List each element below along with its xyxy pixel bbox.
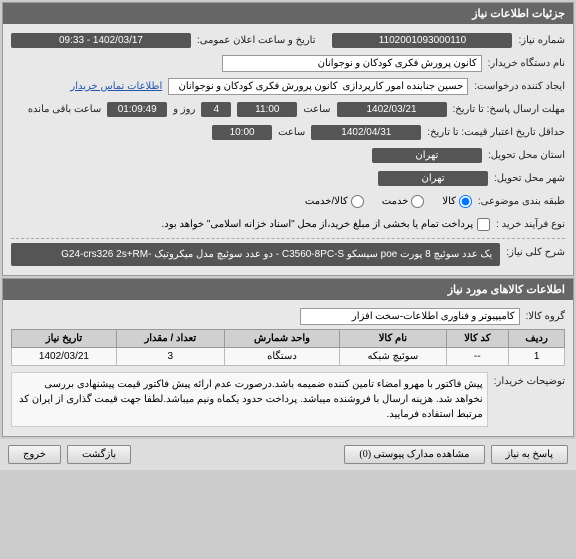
panel-body: شماره نیاز: 1102001093000110 تاریخ و ساع… bbox=[3, 24, 573, 275]
process-checkbox-row: پرداخت تمام یا بخشی از مبلغ خرید،از محل … bbox=[162, 218, 491, 231]
contact-link[interactable]: اطلاعات تماس خریدار bbox=[70, 81, 162, 92]
cell-idx: 1 bbox=[509, 348, 565, 366]
process-checkbox-label: پرداخت تمام یا بخشی از مبلغ خرید،از محل … bbox=[162, 219, 474, 230]
table-header-row: ردیف کد کالا نام کالا واحد شمارش تعداد /… bbox=[12, 330, 565, 348]
panel-title: جزئیات اطلاعات نیاز bbox=[3, 3, 573, 24]
deadline-time-label: ساعت bbox=[303, 104, 330, 115]
request-no-label: شماره نیاز: bbox=[518, 35, 565, 46]
validity-time-label: ساعت bbox=[278, 127, 305, 138]
validity-label: حداقل تاریخ اعتبار قیمت: تا تاریخ: bbox=[427, 127, 565, 138]
category-radio-group: کالا خدمت کالا/خدمت bbox=[305, 195, 472, 208]
group-input bbox=[300, 308, 520, 325]
cell-qty: 3 bbox=[116, 348, 224, 366]
items-panel-title: اطلاعات کالاهای مورد نیاز bbox=[3, 279, 573, 300]
details-panel: جزئیات اطلاعات نیاز شماره نیاز: 11020010… bbox=[2, 2, 574, 276]
group-label: گروه کالا: bbox=[526, 311, 565, 322]
radio-goods-label: کالا bbox=[442, 196, 456, 207]
items-table: ردیف کد کالا نام کالا واحد شمارش تعداد /… bbox=[11, 329, 565, 366]
province-value: تهران bbox=[372, 148, 482, 163]
col-row: ردیف bbox=[509, 330, 565, 348]
request-no-value: 1102001093000110 bbox=[332, 33, 512, 48]
items-panel: اطلاعات کالاهای مورد نیاز گروه کالا: ردی… bbox=[2, 278, 574, 437]
validity-time: 10:00 bbox=[212, 125, 272, 140]
note-box: پیش فاکتور با مهرو امضاء تامین کننده ضمی… bbox=[11, 372, 488, 427]
announce-label: تاریخ و ساعت اعلان عمومی: bbox=[197, 35, 316, 46]
cell-code: -- bbox=[446, 348, 509, 366]
radio-service-label: خدمت bbox=[382, 196, 409, 207]
creator-label: ایجاد کننده درخواست: bbox=[474, 81, 565, 92]
footer-buttons: پاسخ به نیاز مشاهده مدارک پیوستی (0) باز… bbox=[0, 439, 576, 470]
col-unit: واحد شمارش bbox=[224, 330, 340, 348]
buyer-org-input bbox=[222, 55, 482, 72]
col-name: نام کالا bbox=[340, 330, 446, 348]
col-code: کد کالا bbox=[446, 330, 509, 348]
remain-label: ساعت باقی مانده bbox=[28, 104, 101, 115]
province-label: استان محل تحویل: bbox=[488, 150, 565, 161]
table-row[interactable]: 1 -- سوئیچ شبکه دستگاه 3 1402/03/21 bbox=[12, 348, 565, 366]
cell-date: 1402/03/21 bbox=[12, 348, 117, 366]
buyer-org-label: نام دستگاه خریدار: bbox=[488, 58, 565, 69]
radio-goods-service-input[interactable] bbox=[351, 195, 364, 208]
deadline-date: 1402/03/21 bbox=[337, 102, 447, 117]
respond-button[interactable]: پاسخ به نیاز bbox=[491, 445, 569, 464]
col-date: تاریخ نیاز bbox=[12, 330, 117, 348]
radio-goods-service-label: کالا/خدمت bbox=[305, 196, 348, 207]
days-label: روز و bbox=[173, 104, 195, 115]
deadline-time: 11:00 bbox=[237, 102, 297, 117]
validity-date: 1402/04/31 bbox=[311, 125, 421, 140]
city-label: شهر محل تحویل: bbox=[494, 173, 565, 184]
summary-label: شرح کلی نیاز: bbox=[506, 243, 565, 258]
back-button[interactable]: بازگشت bbox=[67, 445, 131, 464]
process-label: نوع فرآیند خرید : bbox=[496, 219, 565, 230]
cell-unit: دستگاه bbox=[224, 348, 340, 366]
deadline-label: مهلت ارسال پاسخ: تا تاریخ: bbox=[453, 104, 565, 115]
exit-button[interactable]: خروج bbox=[8, 445, 61, 464]
note-label: توضیحات خریدار: bbox=[494, 372, 565, 387]
creator-input bbox=[168, 78, 468, 95]
attachments-button[interactable]: مشاهده مدارک پیوستی (0) bbox=[344, 445, 484, 464]
radio-service-input[interactable] bbox=[411, 195, 424, 208]
city-value: تهران bbox=[378, 171, 488, 186]
remain-time: 01:09:49 bbox=[107, 102, 167, 117]
category-label: طبقه بندی موضوعی: bbox=[478, 196, 565, 207]
announce-value: 1402/03/17 - 09:33 bbox=[11, 33, 191, 48]
col-qty: تعداد / مقدار bbox=[116, 330, 224, 348]
radio-service[interactable]: خدمت bbox=[382, 195, 425, 208]
radio-goods[interactable]: کالا bbox=[442, 195, 472, 208]
process-checkbox[interactable] bbox=[477, 218, 490, 231]
radio-goods-service[interactable]: کالا/خدمت bbox=[305, 195, 364, 208]
items-panel-body: گروه کالا: ردیف کد کالا نام کالا واحد شم… bbox=[3, 300, 573, 436]
summary-value: یک عدد سوئیچ 8 پورت poe سیسکو C3560-8PC-… bbox=[11, 243, 500, 266]
radio-goods-input[interactable] bbox=[459, 195, 472, 208]
cell-name: سوئیچ شبکه bbox=[340, 348, 446, 366]
days-value: 4 bbox=[201, 102, 231, 117]
